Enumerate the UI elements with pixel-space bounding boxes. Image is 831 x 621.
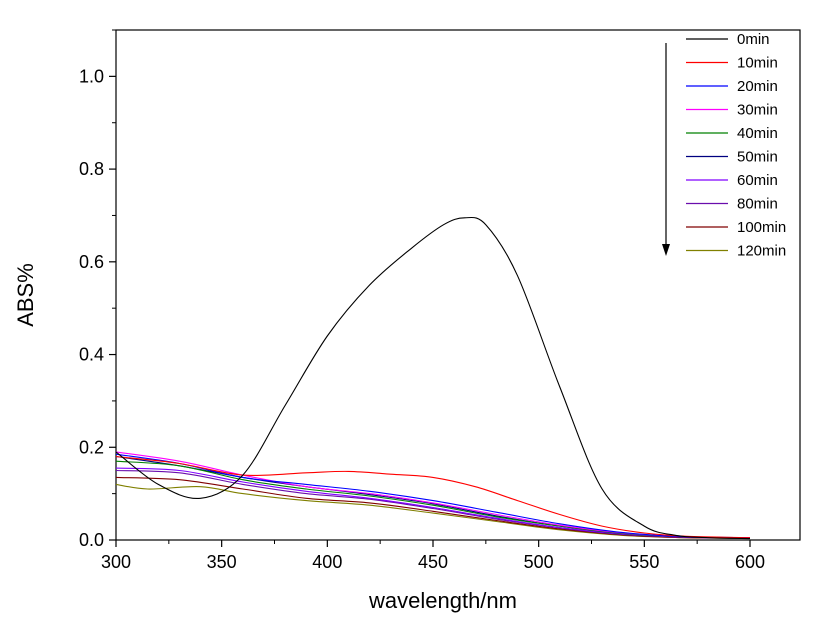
x-tick-label: 400 (312, 552, 342, 572)
y-axis-title: ABS% (13, 263, 38, 327)
legend-label-60min: 60min (737, 172, 778, 189)
series-line-40min (115, 460, 751, 539)
legend-label-120min: 120min (737, 243, 786, 260)
series-lines (115, 216, 751, 540)
legend-label-50min: 50min (737, 149, 778, 166)
plot-border (115, 29, 801, 541)
legend-label-40min: 40min (737, 125, 778, 142)
legend-label-20min: 20min (737, 78, 778, 95)
y-tick-label: 0.8 (79, 159, 104, 179)
x-tick-label: 500 (524, 552, 554, 572)
x-tick-label: 300 (101, 552, 131, 572)
legend-label-0min: 0min (737, 31, 770, 48)
plot-frame (115, 29, 801, 541)
series-line-0min (115, 216, 751, 540)
x-tick-label: 350 (207, 552, 237, 572)
legend-label-100min: 100min (737, 219, 786, 236)
legend-label-30min: 30min (737, 102, 778, 119)
y-tick-label: 0.0 (79, 530, 104, 550)
series-line-30min (115, 451, 751, 539)
x-axis: 300 350 400 450 500 550 600 (101, 540, 765, 572)
legend-arrow-head-icon (662, 244, 670, 256)
x-tick-label: 550 (629, 552, 659, 572)
legend-label-10min: 10min (737, 55, 778, 72)
legend-label-80min: 80min (737, 196, 778, 213)
x-axis-title: wavelength/nm (368, 588, 517, 613)
y-tick-label: 1.0 (79, 66, 104, 86)
y-axis: 0.0 0.2 0.4 0.6 0.8 1.0 (79, 29, 116, 550)
y-tick-label: 0.6 (79, 252, 104, 272)
x-tick-label: 600 (735, 552, 765, 572)
x-tick-label: 450 (418, 552, 448, 572)
series-line-20min (115, 453, 751, 539)
legend: 0min 10min 20min 30min 40min 50min 60min 80min 1… (662, 31, 786, 260)
series-line-50min (115, 455, 751, 539)
series-line-10min (115, 455, 751, 539)
y-tick-label: 0.4 (79, 345, 104, 365)
y-tick-label: 0.2 (79, 437, 104, 457)
